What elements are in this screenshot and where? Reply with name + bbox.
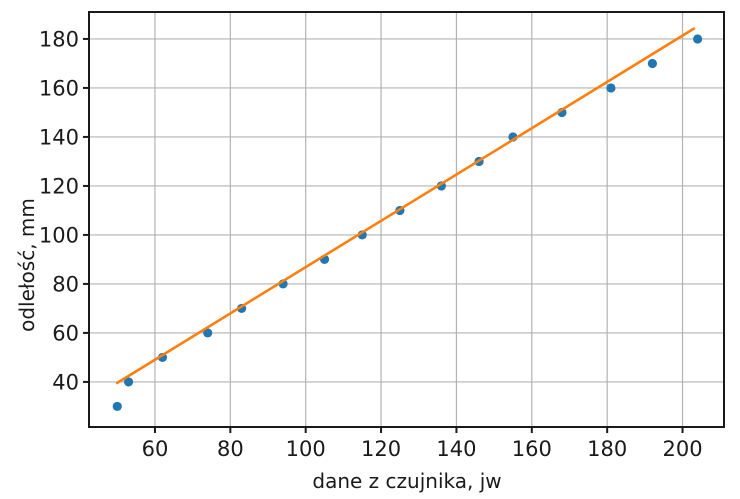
linear-fit-line [115, 27, 696, 385]
plot-border [88, 11, 725, 428]
y-tick-label: 60 [52, 321, 79, 345]
x-tick-label: 200 [662, 437, 702, 461]
x-tick-label: 160 [512, 437, 552, 461]
y-tick-label: 140 [39, 125, 79, 149]
sensor-measurements-point [606, 83, 616, 93]
sensor-measurements-point [123, 377, 134, 387]
y-tick-label: 180 [39, 27, 79, 51]
x-tick-label: 80 [217, 437, 244, 461]
y-tick-label: 120 [39, 174, 79, 198]
x-tick-label: 180 [587, 437, 627, 461]
y-tick-label: 80 [52, 272, 79, 296]
x-tick-label: 60 [142, 437, 169, 461]
y-tick-label: 40 [52, 370, 79, 394]
x-tick-label: 100 [286, 437, 326, 461]
x-tick-label: 120 [361, 437, 401, 461]
sensor-measurements-point [112, 401, 122, 412]
sensor-measurements-point [647, 58, 657, 69]
sensor-measurements-point [203, 328, 213, 338]
y-tick-label: 100 [39, 223, 79, 247]
sensor-measurements-point [693, 34, 703, 44]
y-axis-label: odlełość, mm [15, 198, 39, 332]
x-axis-label: dane z czujnika, jw [312, 469, 502, 493]
x-tick-label: 140 [436, 437, 476, 461]
y-tick-label: 160 [39, 76, 79, 100]
